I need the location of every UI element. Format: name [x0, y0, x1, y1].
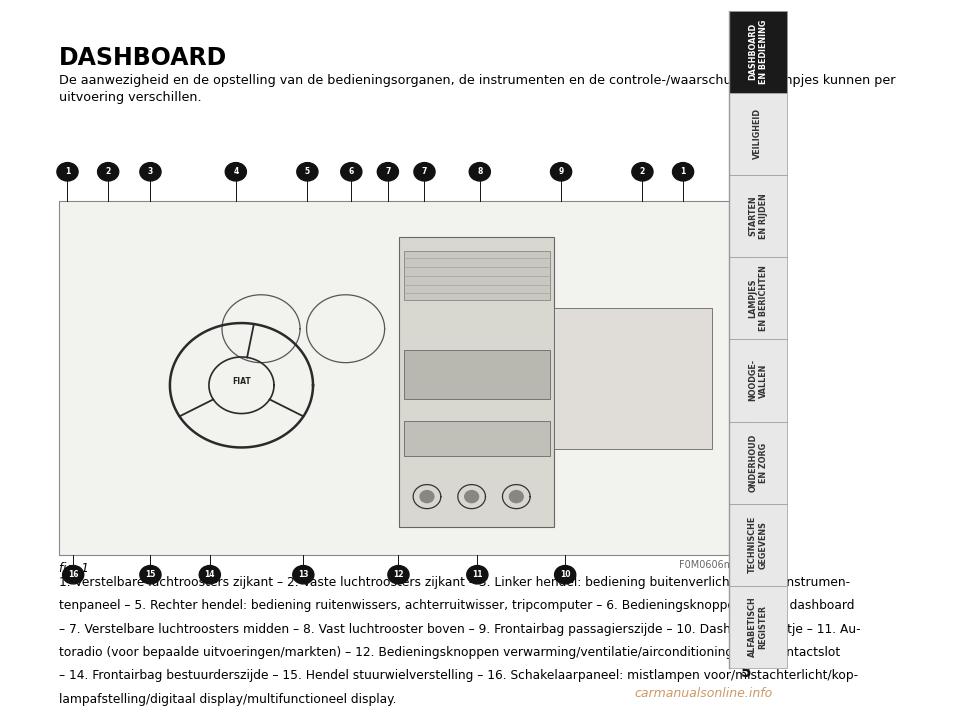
Text: carmanualsonline.info: carmanualsonline.info — [635, 687, 773, 700]
Text: 13: 13 — [298, 570, 308, 579]
Circle shape — [550, 162, 571, 181]
Circle shape — [420, 491, 434, 503]
Text: 2: 2 — [106, 167, 110, 177]
Text: DASHBOARD: DASHBOARD — [60, 46, 228, 70]
Circle shape — [510, 491, 523, 503]
Text: ALFABETISCH
REGISTER: ALFABETISCH REGISTER — [748, 596, 768, 657]
Text: 16: 16 — [68, 570, 79, 579]
Circle shape — [200, 566, 221, 584]
Bar — [399, 237, 554, 527]
Bar — [403, 420, 550, 456]
FancyBboxPatch shape — [60, 201, 747, 555]
Circle shape — [140, 566, 161, 584]
Bar — [729, 340, 787, 421]
Text: 6: 6 — [348, 167, 354, 177]
Bar — [729, 503, 787, 586]
Text: 2: 2 — [639, 167, 645, 177]
Text: – 14. Frontairbag bestuurderszijde – 15. Hendel stuurwielverstelling – 16. Schak: – 14. Frontairbag bestuurderszijde – 15.… — [60, 669, 858, 683]
Text: fig. 1: fig. 1 — [60, 562, 89, 575]
Circle shape — [388, 566, 409, 584]
Circle shape — [226, 162, 247, 181]
Text: STARTEN
EN RIJDEN: STARTEN EN RIJDEN — [748, 193, 768, 239]
Circle shape — [673, 162, 694, 181]
Circle shape — [62, 566, 84, 584]
Text: 11: 11 — [472, 570, 483, 579]
Text: 10: 10 — [560, 570, 570, 579]
Text: De aanwezigheid en de opstelling van de bedieningsorganen, de instrumenten en de: De aanwezigheid en de opstelling van de … — [60, 74, 896, 104]
Circle shape — [293, 566, 314, 584]
Text: tenpaneel – 5. Rechter hendel: bediening ruitenwissers, achterruitwisser, tripco: tenpaneel – 5. Rechter hendel: bediening… — [60, 600, 854, 613]
Circle shape — [377, 162, 398, 181]
Text: 14: 14 — [204, 570, 215, 579]
Circle shape — [414, 162, 435, 181]
Circle shape — [57, 162, 78, 181]
Bar — [403, 350, 550, 399]
Text: 3: 3 — [148, 167, 153, 177]
Bar — [729, 11, 787, 93]
Text: VEILIGHEID: VEILIGHEID — [754, 108, 762, 160]
Circle shape — [98, 162, 119, 181]
Text: 5: 5 — [740, 665, 751, 680]
Circle shape — [555, 566, 576, 584]
Text: 7: 7 — [385, 167, 391, 177]
Circle shape — [465, 491, 479, 503]
Circle shape — [297, 162, 318, 181]
Text: F0M0606m: F0M0606m — [679, 560, 733, 570]
Text: NOODGE-
VALLEN: NOODGE- VALLEN — [748, 359, 768, 401]
Text: 15: 15 — [145, 570, 156, 579]
Bar — [729, 93, 787, 175]
Text: 8: 8 — [477, 167, 483, 177]
Text: LAMPJES
EN BERICHTEN: LAMPJES EN BERICHTEN — [748, 265, 768, 331]
Text: FIAT: FIAT — [232, 377, 251, 386]
Bar — [729, 586, 787, 668]
Circle shape — [341, 162, 362, 181]
Text: 5: 5 — [305, 167, 310, 177]
Bar — [729, 421, 787, 503]
Text: 7: 7 — [421, 167, 427, 177]
Text: 1: 1 — [681, 167, 685, 177]
Text: lampafstelling/digitaal display/multifunctioneel display.: lampafstelling/digitaal display/multifun… — [60, 693, 396, 705]
Text: ONDERHOUD
EN ZORG: ONDERHOUD EN ZORG — [748, 433, 768, 492]
Text: 4: 4 — [233, 167, 238, 177]
Text: 1. Verstelbare luchtroosters zijkant – 2. Vaste luchtroosters zijkant – 3. Linke: 1. Verstelbare luchtroosters zijkant – 2… — [60, 576, 851, 589]
Text: 12: 12 — [394, 570, 404, 579]
Text: 9: 9 — [559, 167, 564, 177]
Text: TECHNISCHE
GEGEVENS: TECHNISCHE GEGEVENS — [748, 516, 768, 574]
Text: DASHBOARD
EN BEDIENING: DASHBOARD EN BEDIENING — [748, 20, 768, 84]
Circle shape — [632, 162, 653, 181]
Circle shape — [467, 566, 488, 584]
Text: 1: 1 — [65, 167, 70, 177]
Text: toradio (voor bepaalde uitvoeringen/markten) – 12. Bedieningsknoppen verwarming/: toradio (voor bepaalde uitvoeringen/mark… — [60, 646, 841, 659]
Text: – 7. Verstelbare luchtroosters midden – 8. Vast luchtrooster boven – 9. Frontair: – 7. Verstelbare luchtroosters midden – … — [60, 623, 861, 636]
Bar — [729, 175, 787, 257]
Bar — [403, 251, 550, 301]
Bar — [554, 308, 712, 449]
Bar — [729, 257, 787, 340]
Circle shape — [469, 162, 491, 181]
Circle shape — [140, 162, 161, 181]
